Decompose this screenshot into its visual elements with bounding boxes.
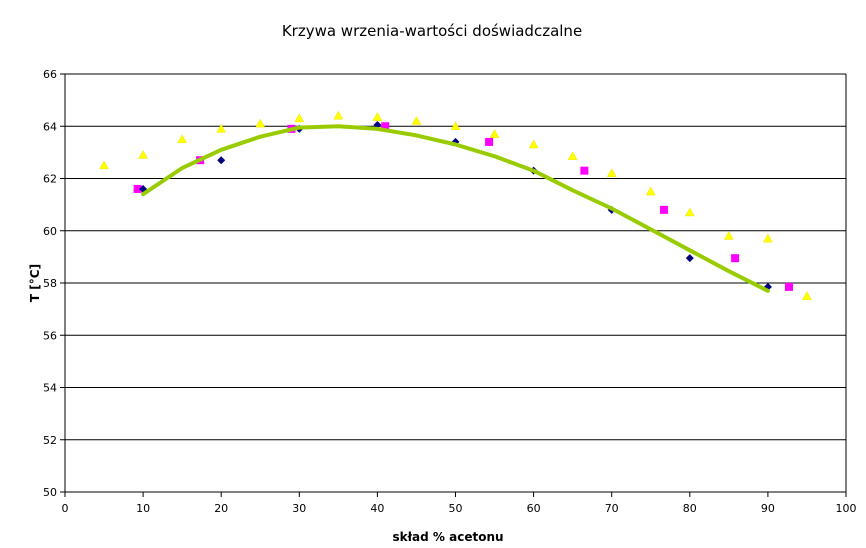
x-tick-label: 10 <box>136 502 150 515</box>
data-point-triangle <box>177 134 188 144</box>
data-point-diamond <box>373 120 382 129</box>
x-tick-label: 100 <box>836 502 857 515</box>
x-tick-label: 30 <box>292 502 306 515</box>
data-point-square <box>133 184 142 193</box>
data-point-square <box>660 205 669 214</box>
data-point-triangle <box>99 160 109 170</box>
x-tick-label: 90 <box>761 502 775 515</box>
data-point-triangle <box>489 129 500 138</box>
data-point-triangle <box>606 168 617 178</box>
x-tick-label: 40 <box>370 502 384 515</box>
data-point-triangle <box>684 207 695 217</box>
data-point-triangle <box>567 151 578 161</box>
data-point-triangle <box>645 186 656 196</box>
data-point-triangle <box>255 118 266 128</box>
data-point-triangle <box>372 112 383 121</box>
data-point-square <box>485 137 494 146</box>
x-tick-label: 70 <box>605 502 619 515</box>
data-point-square <box>784 282 793 291</box>
x-tick-label: 20 <box>214 502 228 515</box>
data-point-square <box>731 254 740 263</box>
chart-title: Krzywa wrzenia-wartości doświadczalne <box>282 22 582 40</box>
y-tick-label: 58 <box>43 277 57 290</box>
data-point-triangle <box>411 116 422 125</box>
y-tick-label: 62 <box>43 173 57 186</box>
y-tick-label: 54 <box>43 382 57 395</box>
data-point-triangle <box>723 230 734 240</box>
data-point-triangle <box>138 149 149 159</box>
data-point-triangle <box>762 233 773 243</box>
y-tick-label: 56 <box>43 329 57 342</box>
y-tick-label: 52 <box>43 434 57 447</box>
x-axis-label: skład % acetonu <box>392 530 503 544</box>
y-tick-label: 66 <box>43 68 57 81</box>
data-point-triangle <box>802 291 812 300</box>
y-tick-label: 60 <box>43 225 57 238</box>
x-tick-label: 60 <box>527 502 541 515</box>
x-tick-label: 80 <box>683 502 697 515</box>
data-point-square <box>381 122 390 131</box>
data-point-triangle <box>528 139 539 149</box>
data-point-diamond <box>217 156 226 165</box>
data-point-triangle <box>333 110 344 120</box>
x-tick-label: 50 <box>449 502 463 515</box>
y-axis-label: T [°C] <box>28 264 42 302</box>
data-point-square <box>580 166 589 175</box>
data-point-triangle <box>294 113 305 123</box>
trend-line <box>141 124 770 293</box>
data-point-triangle <box>216 123 227 133</box>
y-tick-label: 50 <box>43 486 57 499</box>
x-tick-label: 0 <box>62 502 69 515</box>
data-point-triangle <box>450 121 461 130</box>
y-tick-label: 64 <box>43 120 57 133</box>
data-point-diamond <box>685 254 694 263</box>
